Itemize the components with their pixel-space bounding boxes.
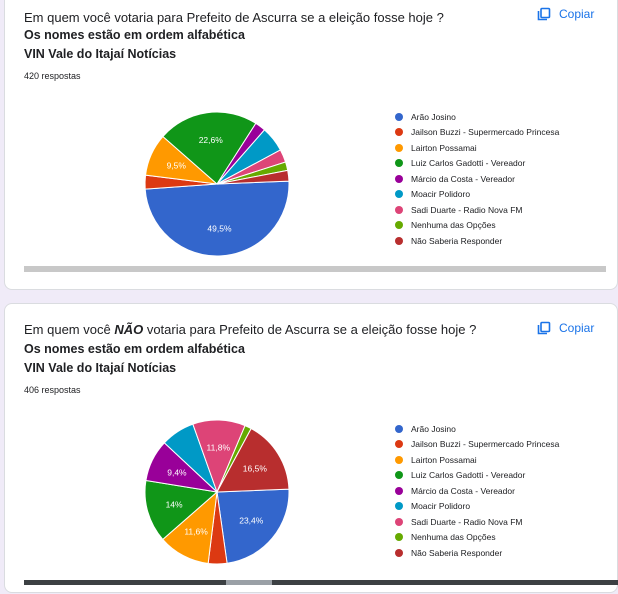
pie-slice[interactable]: [216, 488, 290, 564]
legend-label: Arão Josino: [411, 423, 456, 434]
response-count: 420 respostas: [24, 71, 81, 81]
slice-label: 11,8%: [207, 442, 231, 452]
legend-swatch: [395, 205, 403, 214]
bottom-scrollbar-thumb[interactable]: [226, 580, 272, 585]
legend-swatch: [395, 159, 403, 168]
copy-label: Copiar: [559, 321, 595, 335]
legend-swatch: [395, 143, 403, 152]
chart-legend: Arão Josino Jailson Buzzi - Supermercado …: [395, 109, 559, 249]
slice-label: 9,5%: [167, 161, 187, 171]
pie-chart: 23,4% 11,6% 14% 9,4% 11,8% 16,5%: [144, 419, 290, 565]
legend-label: Sadi Duarte - Radio Nova FM: [411, 204, 523, 215]
legend-label: Sadi Duarte - Radio Nova FM: [411, 516, 523, 527]
slice-label: 9,4%: [167, 467, 187, 477]
legend-label: Lairton Possamai: [411, 142, 477, 153]
legend-item[interactable]: Sadi Duarte - Radio Nova FM: [395, 514, 559, 530]
legend-swatch: [395, 236, 403, 245]
legend-swatch: [395, 174, 403, 183]
legend-item[interactable]: Jailson Buzzi - Supermercado Princesa: [395, 125, 559, 141]
legend-label: Márcio da Costa - Vereador: [411, 485, 515, 496]
legend-item[interactable]: Jailson Buzzi - Supermercado Princesa: [395, 437, 559, 453]
pie-slice[interactable]: [216, 427, 290, 493]
pie-slice[interactable]: [144, 479, 219, 541]
legend-swatch: [395, 221, 403, 230]
legend-label: Nenhuma das Opções: [411, 220, 496, 231]
legend-item[interactable]: Márcio da Costa - Vereador: [395, 171, 559, 187]
legend-item[interactable]: Não Saberia Responder: [395, 233, 559, 249]
legend-label: Moacir Polidoro: [411, 501, 471, 512]
horizontal-scrollbar[interactable]: [24, 266, 606, 272]
legend-label: Luiz Carlos Gadotti - Vereador: [411, 158, 526, 169]
copy-icon: [537, 7, 551, 21]
question-subtitle-1: Os nomes estão em ordem alfabética: [24, 342, 245, 356]
legend-item[interactable]: Arão Josino: [395, 109, 559, 125]
legend-swatch: [395, 424, 403, 433]
legend-swatch: [395, 440, 403, 449]
pie-slice[interactable]: [162, 111, 257, 185]
legend-item[interactable]: Luiz Carlos Gadotti - Vereador: [395, 156, 559, 172]
legend-swatch: [395, 190, 403, 199]
pie-slice[interactable]: [144, 180, 290, 257]
slice-label: 49,5%: [207, 224, 232, 234]
legend-label: Moacir Polidoro: [411, 189, 471, 200]
legend-label: Márcio da Costa - Vereador: [411, 173, 515, 184]
slice-label: 22,6%: [199, 135, 224, 145]
question-card-2: Em quem você NÃO votaria para Prefeito d…: [4, 303, 618, 593]
question-subtitle-2: VIN Vale do Itajaí Notícias: [24, 361, 177, 375]
question-card-1: Em quem você votaria para Prefeito de As…: [4, 0, 618, 290]
copy-icon: [537, 321, 551, 335]
slice-label: 14%: [166, 499, 183, 509]
legend-item[interactable]: Lairton Possamai: [395, 140, 559, 156]
copy-button[interactable]: Copiar: [537, 7, 594, 21]
copy-label: Copiar: [559, 7, 595, 21]
pie-chart: 49,5% 9,5% 22,6%: [144, 111, 290, 257]
legend-swatch: [395, 517, 403, 526]
legend-item[interactable]: Nenhuma das Opções: [395, 530, 559, 546]
legend-item[interactable]: Moacir Polidoro: [395, 187, 559, 203]
legend-item[interactable]: Não Saberia Responder: [395, 545, 559, 561]
legend-label: Nenhuma das Opções: [411, 532, 496, 543]
legend-item[interactable]: Márcio da Costa - Vereador: [395, 483, 559, 499]
legend-item[interactable]: Nenhuma das Opções: [395, 218, 559, 234]
slice-label: 11,6%: [184, 526, 208, 536]
question-title: Em quem você NÃO votaria para Prefeito d…: [24, 322, 477, 337]
legend-swatch: [395, 486, 403, 495]
legend-item[interactable]: Sadi Duarte - Radio Nova FM: [395, 202, 559, 218]
response-count: 406 respostas: [24, 385, 81, 395]
legend-label: Jailson Buzzi - Supermercado Princesa: [411, 127, 560, 138]
question-subtitle-2: VIN Vale do Itajaí Notícias: [24, 47, 177, 61]
legend-swatch: [395, 455, 403, 464]
legend-label: Não Saberia Responder: [411, 547, 503, 558]
slice-label: 16,5%: [243, 463, 268, 473]
question-title: Em quem você votaria para Prefeito de As…: [24, 10, 444, 25]
chart-legend: Arão Josino Jailson Buzzi - Supermercado …: [395, 421, 559, 561]
legend-swatch: [395, 502, 403, 511]
question-subtitle-1: Os nomes estão em ordem alfabética: [24, 28, 245, 42]
legend-swatch: [395, 112, 403, 121]
slice-label: 23,4%: [239, 516, 264, 526]
bottom-scrollbar[interactable]: [24, 580, 618, 585]
legend-label: Não Saberia Responder: [411, 235, 503, 246]
pie-slice[interactable]: [216, 169, 290, 185]
legend-swatch: [395, 128, 403, 137]
legend-label: Arão Josino: [411, 111, 456, 122]
legend-swatch: [395, 548, 403, 557]
legend-item[interactable]: Moacir Polidoro: [395, 499, 559, 515]
legend-label: Lairton Possamai: [411, 454, 477, 465]
copy-button[interactable]: Copiar: [537, 321, 594, 335]
legend-swatch: [395, 533, 403, 542]
legend-item[interactable]: Arão Josino: [395, 421, 559, 437]
legend-label: Luiz Carlos Gadotti - Vereador: [411, 470, 526, 481]
legend-item[interactable]: Lairton Possamai: [395, 452, 559, 468]
legend-label: Jailson Buzzi - Supermercado Princesa: [411, 439, 560, 450]
legend-swatch: [395, 471, 403, 480]
legend-item[interactable]: Luiz Carlos Gadotti - Vereador: [395, 468, 559, 484]
